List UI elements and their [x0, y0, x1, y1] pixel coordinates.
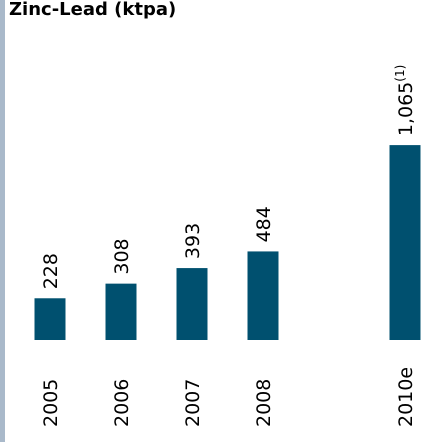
value-label: 393: [182, 223, 204, 259]
value-label-text: 393: [182, 223, 204, 259]
side-rule: [0, 0, 5, 442]
bar: [389, 145, 421, 340]
bar: [34, 298, 66, 340]
chart-title: Zinc-Lead (ktpa): [9, 0, 176, 20]
bar: [176, 268, 208, 340]
value-label-note: (1): [393, 65, 407, 82]
x-tick-label: 2006: [111, 379, 133, 427]
x-tick-label: 2007: [182, 379, 204, 427]
value-label-text: 484: [253, 206, 275, 242]
x-tick-label: 2008: [253, 379, 275, 427]
x-tick-label: 2005: [40, 379, 62, 427]
bar: [247, 251, 279, 340]
value-label: 484: [253, 206, 275, 242]
value-label: 1,065(1): [393, 65, 417, 136]
value-label-text: 308: [111, 238, 133, 274]
value-label: 308: [111, 238, 133, 274]
bar: [105, 283, 137, 340]
value-label: 228: [40, 253, 62, 289]
x-tick-label: 2010e: [395, 367, 417, 427]
value-label-text: 228: [40, 253, 62, 289]
value-label-text: 1,065: [395, 82, 417, 136]
